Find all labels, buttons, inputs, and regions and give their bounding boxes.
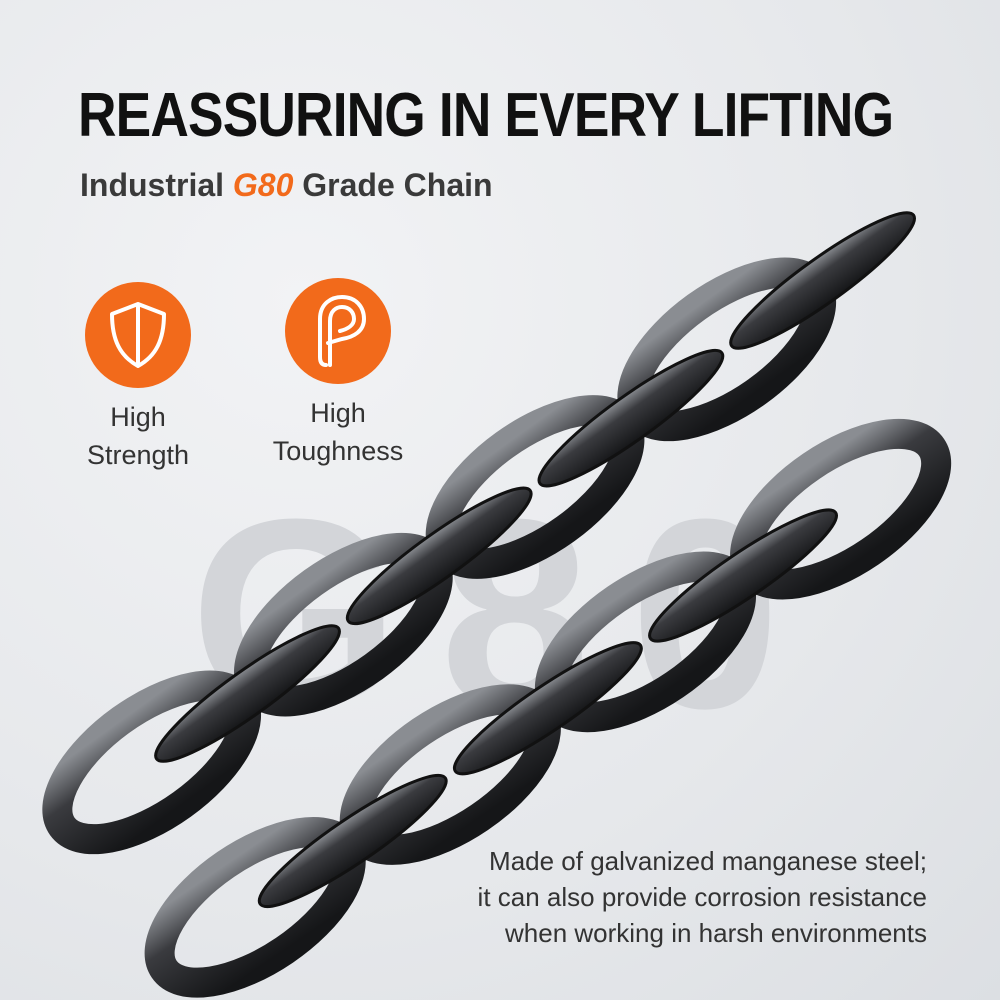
chain-lower <box>144 418 952 998</box>
feature-high-toughness: High Toughness <box>258 278 418 470</box>
subtitle-suffix: Grade Chain <box>302 167 493 203</box>
shield-icon <box>85 282 191 388</box>
page-title: REASSURING IN EVERY LIFTING <box>78 81 894 150</box>
subtitle: Industrial G80 Grade Chain <box>80 166 493 204</box>
subtitle-prefix: Industrial <box>80 167 225 203</box>
feature-label: High Strength <box>86 402 190 470</box>
chain-link <box>154 624 341 763</box>
toughness-p-icon <box>285 278 391 384</box>
feature-label: High Toughness <box>272 398 404 466</box>
grade-accent: G80 <box>232 167 294 203</box>
chain-link <box>537 348 725 488</box>
chain-link <box>648 508 838 643</box>
chain-link <box>257 773 448 908</box>
chain-upper <box>42 211 916 855</box>
feature-high-strength: High Strength <box>58 282 218 474</box>
product-description: Made of galvanized manganese steel; it c… <box>477 846 927 948</box>
chain-link <box>452 641 643 776</box>
chain-link <box>729 211 916 350</box>
chain-link <box>345 486 533 626</box>
